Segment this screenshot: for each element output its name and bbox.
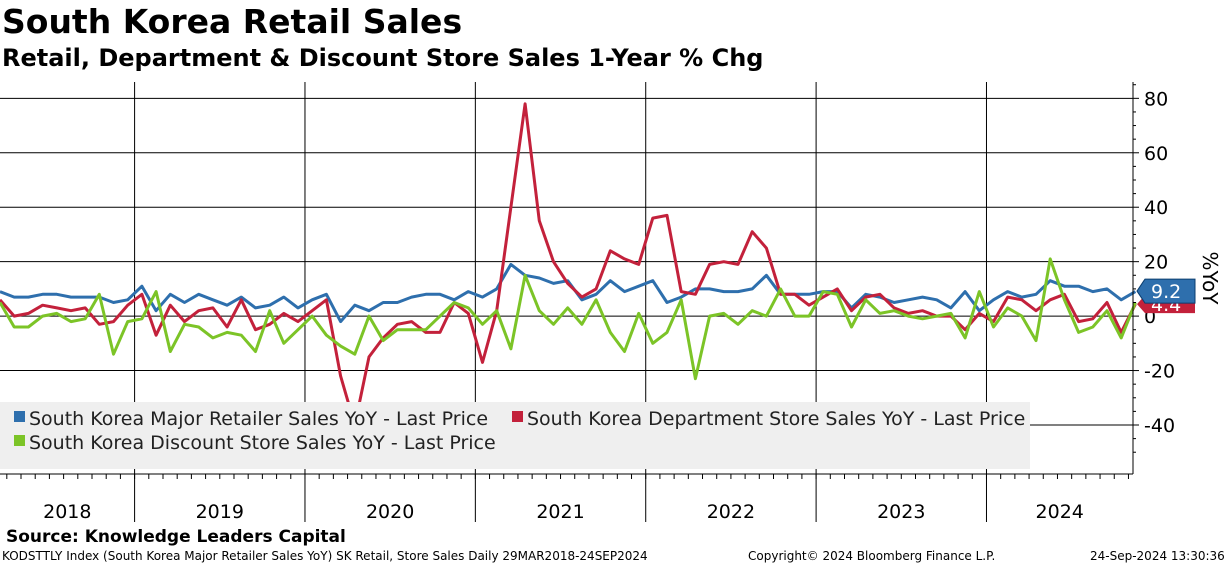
- x-tick-label: 2019: [196, 501, 244, 523]
- y-axis-label: %YoY: [1198, 251, 1222, 305]
- footer-index-info: KODSTTLY Index (South Korea Major Retail…: [2, 549, 648, 563]
- footer-timestamp: 24-Sep-2024 13:30:36: [1090, 549, 1224, 563]
- legend-label-3: South Korea Discount Store Sales YoY - L…: [29, 432, 496, 454]
- footer-copyright: Copyright© 2024 Bloomberg Finance L.P.: [748, 549, 996, 563]
- y-tick-label: -20: [1144, 361, 1175, 383]
- x-tick-label: 2021: [536, 501, 584, 523]
- last-value-tag-1: [1136, 278, 1196, 304]
- x-axis: 2018 2019 2020 2021 2022 2023 2024: [0, 473, 1133, 523]
- y-tick-label: 40: [1144, 197, 1168, 219]
- x-tick-label: 2024: [1036, 501, 1084, 523]
- x-tick-label: 2023: [877, 501, 925, 523]
- legend-swatch-1: [14, 411, 25, 422]
- series-line-1: [0, 262, 1137, 324]
- source-note: Source: Knowledge Leaders Capital: [6, 527, 346, 547]
- series-lines: [0, 102, 1137, 427]
- legend-label-1: South Korea Major Retailer Sales YoY - L…: [29, 408, 488, 430]
- chart-title: South Korea Retail Sales: [2, 2, 463, 41]
- x-tick-label: 2022: [707, 501, 755, 523]
- y-tick-label: -40: [1144, 415, 1175, 437]
- last-value-tags: 4.49.2: [1136, 278, 1196, 316]
- series-line-2: [0, 102, 1137, 427]
- series-line-3: [0, 257, 1137, 381]
- y-tick-label: 80: [1144, 88, 1168, 110]
- legend-swatch-3: [14, 435, 25, 446]
- x-tick-label: 2020: [366, 501, 414, 523]
- y-tick-label: 20: [1144, 252, 1168, 274]
- legend-swatch-2: [512, 411, 523, 422]
- legend-label-2: South Korea Department Store Sales YoY -…: [527, 408, 1025, 430]
- y-tick-label: 60: [1144, 143, 1168, 165]
- last-value-label-1: 9.2: [1151, 281, 1181, 303]
- legend: South Korea Major Retailer Sales YoY - L…: [0, 402, 1030, 469]
- chart-subtitle: Retail, Department & Discount Store Sale…: [2, 44, 764, 72]
- x-tick-label: 2018: [43, 501, 91, 523]
